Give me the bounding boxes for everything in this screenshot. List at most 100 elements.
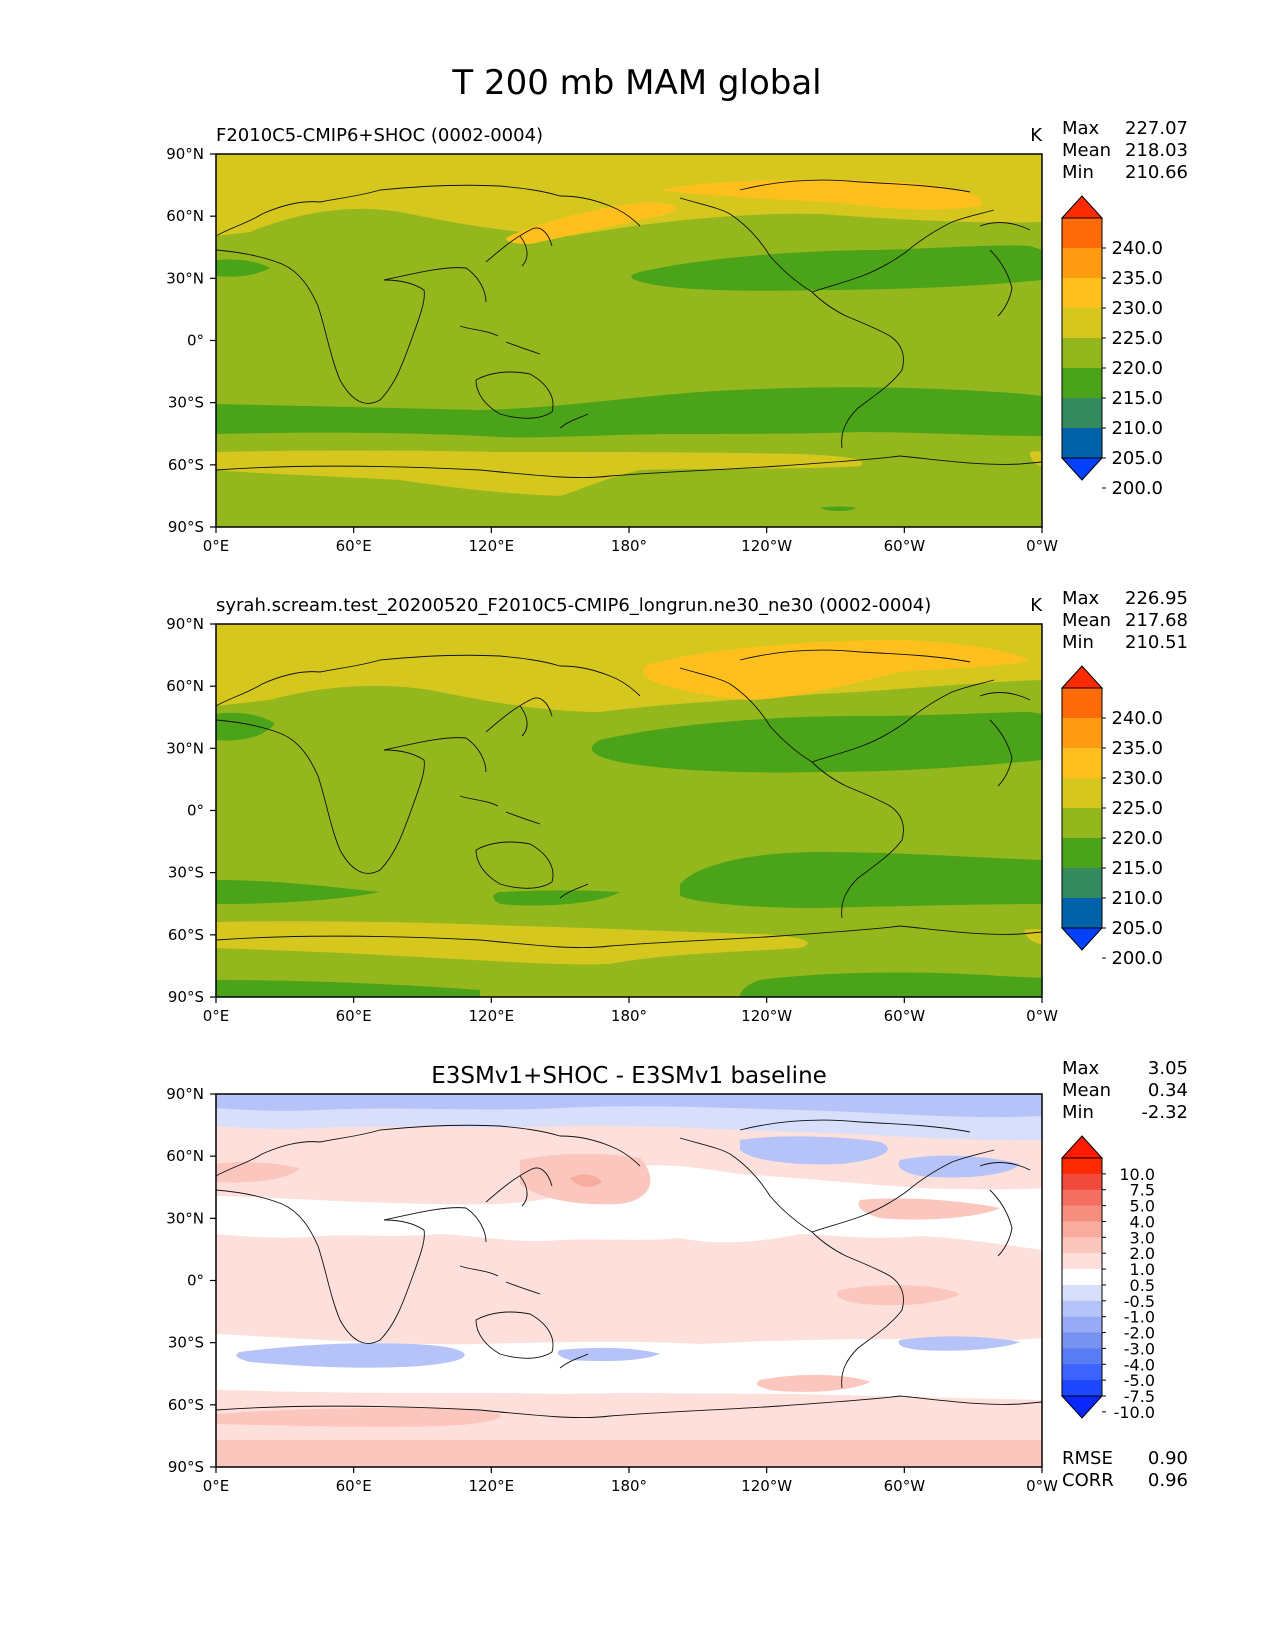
colorbar-tick-label: 200.0 bbox=[1111, 948, 1163, 969]
stat-label: Mean bbox=[1062, 610, 1111, 631]
footer-stat-value: 0.90 bbox=[1148, 1448, 1188, 1469]
colorbar-tick-label: -0.5 bbox=[1124, 1292, 1155, 1311]
stat-label: Max bbox=[1062, 118, 1100, 139]
contour-225-arctic bbox=[643, 640, 1030, 700]
stats-block: Max 226.95 Mean 217.68 Min 210.51 bbox=[1062, 588, 1188, 653]
contour-neg1-na bbox=[740, 1136, 888, 1165]
contour-220-south bbox=[216, 450, 863, 496]
colorbar-segment bbox=[1062, 428, 1102, 459]
colorbar-tick-label: 225.0 bbox=[1111, 328, 1163, 349]
stat-value: 227.07 bbox=[1125, 118, 1188, 139]
panel-units: K bbox=[1030, 125, 1043, 146]
colorbar-segment bbox=[1062, 778, 1102, 809]
y-tick-label: 0° bbox=[187, 1272, 204, 1290]
colorbar-extend-min bbox=[1060, 927, 1104, 951]
y-tick-label: 60°N bbox=[166, 677, 204, 695]
y-tick-label: 30°N bbox=[166, 739, 204, 757]
map-field-difference bbox=[216, 1094, 1042, 1467]
colorbar-tick-label: 230.0 bbox=[1111, 298, 1163, 319]
contour-225-arctic bbox=[660, 179, 982, 210]
stat-value: 210.66 bbox=[1125, 162, 1188, 183]
stat-label: Mean bbox=[1062, 1080, 1111, 1101]
x-tick-label: 120°W bbox=[741, 1477, 792, 1495]
colorbar-tick-label: 240.0 bbox=[1111, 238, 1163, 259]
contour-pos1-antarctic bbox=[216, 1407, 501, 1427]
y-tick-label: 60°S bbox=[168, 926, 204, 944]
colorbar-extend-max bbox=[1060, 195, 1104, 219]
y-tick-label: 90°S bbox=[168, 1458, 204, 1476]
colorbar-tick-label: -1.0 bbox=[1124, 1308, 1155, 1327]
y-tick-label: 60°N bbox=[166, 1147, 204, 1165]
map-field-reference bbox=[216, 624, 1042, 997]
colorbar-tick-label: 205.0 bbox=[1111, 448, 1163, 469]
contour-neg1-southern-ocean bbox=[236, 1343, 465, 1368]
colorbar-tick-label: -5.0 bbox=[1124, 1371, 1155, 1390]
colorbar-tick-label: 10.0 bbox=[1119, 1165, 1155, 1184]
colorbar-tick-label: -2.0 bbox=[1124, 1324, 1155, 1343]
colorbar-segment bbox=[1062, 278, 1102, 309]
contour-215-south-atlantic bbox=[216, 880, 380, 904]
colorbar-segment bbox=[1062, 688, 1102, 719]
y-tick-label: 90°S bbox=[168, 518, 204, 536]
colorbar-tick-label: -3.0 bbox=[1124, 1339, 1155, 1358]
colorbar-segment bbox=[1062, 1316, 1102, 1334]
stat-label: Max bbox=[1062, 1058, 1100, 1079]
x-tick-label: 60°W bbox=[884, 537, 926, 555]
contour-neg1-arctic bbox=[216, 1094, 1042, 1118]
y-tick-label: 90°N bbox=[166, 615, 204, 633]
y-tick-label: 90°N bbox=[166, 145, 204, 163]
x-tick-label: 0°W bbox=[1026, 1007, 1058, 1025]
stat-label: Min bbox=[1062, 632, 1094, 653]
stat-value: 0.34 bbox=[1148, 1080, 1188, 1101]
stat-value: 218.03 bbox=[1125, 140, 1188, 161]
colorbar-segment bbox=[1062, 1158, 1102, 1175]
colorbar-tick-label: 225.0 bbox=[1111, 798, 1163, 819]
colorbar-segment bbox=[1062, 248, 1102, 279]
contour-215-tasman bbox=[493, 890, 620, 906]
colorbar-segment bbox=[1062, 898, 1102, 929]
colorbar-segment bbox=[1062, 1380, 1102, 1397]
x-tick-label: 0°E bbox=[203, 1007, 230, 1025]
colorbar-segment bbox=[1062, 1300, 1102, 1318]
x-tick-label: 60°E bbox=[336, 1007, 372, 1025]
contour-215-africa-north bbox=[216, 712, 275, 741]
y-tick-label: 30°N bbox=[166, 269, 204, 287]
contour-215-north-pacific bbox=[591, 712, 1042, 773]
footer-stat-label: CORR bbox=[1062, 1470, 1114, 1491]
y-tick-label: 60°N bbox=[166, 207, 204, 225]
x-tick-label: 120°W bbox=[741, 537, 792, 555]
colorbar: 10.07.55.04.03.02.01.00.5-0.5-1.0-2.0-3.… bbox=[1060, 1135, 1155, 1422]
contour-pos1-atl bbox=[858, 1198, 1000, 1220]
contour-neg1-atl bbox=[898, 1155, 1020, 1178]
y-tick-label: 90°N bbox=[166, 1085, 204, 1103]
x-tick-label: 180° bbox=[611, 537, 647, 555]
colorbar-tick-label: -7.5 bbox=[1124, 1387, 1155, 1406]
colorbar-segment bbox=[1062, 368, 1102, 399]
contour-215-antarctic-east bbox=[740, 972, 1042, 997]
y-tick-label: 30°S bbox=[168, 1334, 204, 1352]
colorbar-tick-label: 205.0 bbox=[1111, 918, 1163, 939]
x-tick-label: 180° bbox=[611, 1477, 647, 1495]
colorbar-tick-label: 230.0 bbox=[1111, 768, 1163, 789]
colorbar-tick-label: 4.0 bbox=[1130, 1212, 1155, 1231]
contour-pos1-europe bbox=[216, 1161, 300, 1183]
x-tick-label: 0°E bbox=[203, 1477, 230, 1495]
colorbar-segment bbox=[1062, 308, 1102, 339]
stat-value: 226.95 bbox=[1125, 588, 1188, 609]
colorbar-segment bbox=[1062, 1348, 1102, 1365]
y-tick-label: 0° bbox=[187, 802, 204, 820]
y-tick-label: 60°S bbox=[168, 1396, 204, 1414]
contour-pos1-sa bbox=[836, 1285, 960, 1306]
colorbar-segment bbox=[1062, 1284, 1102, 1302]
map-field-test bbox=[216, 154, 1042, 527]
colorbar-segment bbox=[1062, 1253, 1102, 1270]
contour-225-pacific bbox=[506, 202, 677, 244]
panel-left-title: F2010C5-CMIP6+SHOC (0002-0004) bbox=[216, 125, 543, 146]
contour-neg1-southatl bbox=[898, 1336, 1020, 1351]
colorbar-extend-max bbox=[1060, 1135, 1104, 1159]
colorbar-extend-max bbox=[1060, 665, 1104, 689]
colorbar: 240.0 235.0 230.0 225.0 220.0 215.0 210.0 205.0… bbox=[1060, 195, 1163, 499]
colorbar-segment bbox=[1062, 1269, 1102, 1286]
panel-difference: E3SMv1+SHOC - E3SMv1 baseline Max 3.05 Mea… bbox=[166, 1058, 1188, 1495]
